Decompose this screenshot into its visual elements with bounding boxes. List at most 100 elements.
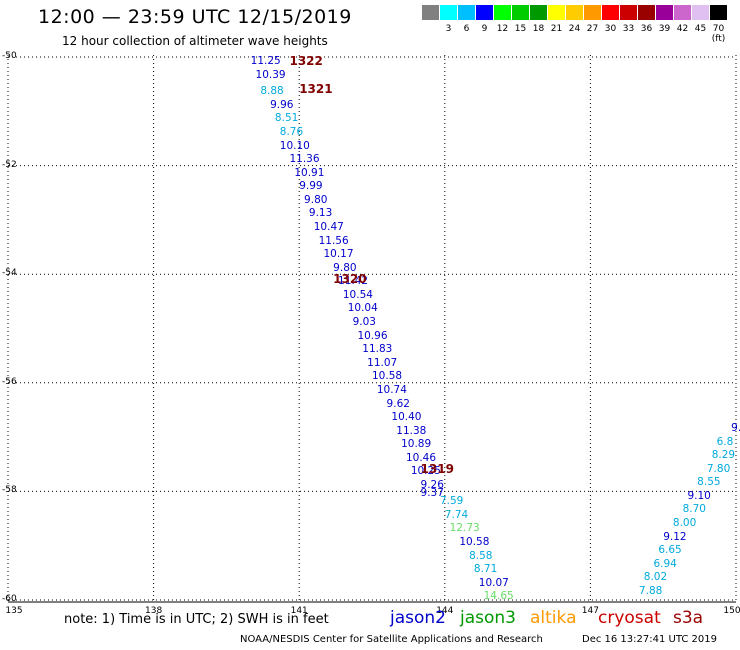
wave-height-value: 9.03 [352,316,376,329]
longitude-label: 144 [436,606,454,616]
wave-height-value: 9.80 [304,193,328,206]
scale-label: 39 [658,24,671,34]
scale-swatch [638,5,655,20]
wave-height-value: 8.76 [279,126,304,139]
longitude-label: 138 [145,606,163,616]
latitude-label: -54 [2,268,17,279]
wave-height-value: 11.56 [318,234,349,247]
wave-height-value: 14.65 [483,590,514,603]
wave-height-value: 8.71 [473,563,498,576]
scale-label: 42 [676,24,689,34]
wave-height-value: 9.37 [420,487,444,500]
wave-height-value: 9.13 [308,207,333,220]
latitude-label: -60 [2,594,17,604]
wave-height-value: 6.8 [716,435,734,448]
wave-height-value: 8.29 [711,449,736,462]
wave-height-value: 10.46 [405,451,437,464]
latitude-label: -50 [2,51,17,61]
scale-swatch [512,5,529,20]
wave-height-value: 10.91 [294,166,325,179]
scale-swatch [710,5,727,20]
wave-height-value: 10.10 [279,139,310,152]
wave-height-value: 8.88 [260,85,284,98]
scale-swatch [548,5,565,20]
wave-height-value: 9.12 [663,530,687,543]
legend-item-s3a: s3a [673,608,704,628]
wave-height-value: 11.25 [250,55,281,68]
scale-label: 24 [568,24,581,34]
wave-height-value: 7.88 [638,584,663,597]
wave-height-value: 11.42 [338,275,369,288]
wave-height-value: 10.74 [376,383,407,396]
scale-swatch [422,5,439,20]
scale-swatch [692,5,709,20]
scale-label: 18 [532,24,545,34]
wave-height-value: 10.04 [347,302,378,315]
scale-label: 12 [496,24,509,34]
wave-height-value: 10.25 [410,465,441,478]
map-subtitle: 12 hour collection of altimeter wave hei… [62,34,328,48]
wave-height-value: 10.47 [313,221,344,234]
scale-label: 27 [586,24,599,34]
wave-height-value: 8.55 [697,476,721,489]
scale-label: 15 [514,24,527,34]
scale-swatch [656,5,673,20]
wave-height-value: 8.00 [672,516,697,529]
scale-swatch [476,5,493,20]
wave-height-value: 8.70 [682,503,706,516]
map-title: 12:00 — 23:59 UTC 12/15/2019 [38,6,352,28]
scale-swatch [458,5,475,20]
wave-height-value: 10.58 [372,370,403,383]
wave-height-value: 6.94 [653,557,677,570]
scale-label: 33 [622,24,635,34]
wave-height-value: 8.58 [469,549,493,562]
scale-label: 30 [604,24,617,34]
credit-text: NOAA/NESDIS Center for Satellite Applica… [240,634,543,645]
timestamp: Dec 16 13:27:41 UTC 2019 [582,634,717,645]
wave-height-value: 7.74 [444,508,469,521]
scale-swatch [440,5,457,20]
wave-height-value: 9.26 [420,478,444,491]
wave-height-value: 11.36 [289,153,320,166]
wave-height-value: 9.62 [386,397,410,410]
wave-height-value: 6.65 [658,544,682,557]
scale-label: 3 [445,24,452,34]
scale-label: 6 [463,24,470,34]
pass-number-label: 1320 [333,271,367,286]
wave-height-value: 10.17 [323,248,354,261]
longitude-label: 150 [723,606,740,616]
note-text: note: 1) Time is in UTC; 2) SWH is in fe… [64,612,329,627]
wave-height-value: 10.89 [401,438,432,451]
legend-item-cryosat: cryosat [598,608,661,628]
wave-height-value: 8.51 [274,112,299,125]
scale-swatch [620,5,637,20]
pass-number-label: 1322 [289,54,323,69]
pass-number-label: 1321 [299,81,333,96]
wave-height-value: 9. [731,421,740,434]
wave-height-value: 11.83 [362,343,393,356]
scale-label: 21 [550,24,563,34]
wave-height-value: 9.96 [270,98,294,111]
legend-item-altika: altika [530,608,577,628]
wave-height-value: 9.80 [333,261,357,274]
wave-height-value: 12.73 [449,522,480,535]
wave-height-value: 8.02 [643,571,668,584]
scale-swatch [566,5,583,20]
wave-height-value: 7.59 [439,495,464,508]
wave-height-value: 10.07 [478,576,509,589]
longitude-label: 135 [5,606,23,616]
scale-label: 70 (ft) [711,24,726,44]
wave-height-value: 10.96 [357,329,388,342]
wave-height-value: 11.38 [396,424,427,437]
scale-swatch [584,5,601,20]
longitude-label: 147 [581,606,599,616]
scale-label: 36 [640,24,653,34]
pass-number-label: 1319 [420,461,454,476]
scale-label: 9 [481,24,488,34]
scale-swatch [494,5,511,20]
wave-height-value: 9.10 [687,489,711,502]
wave-height-value: 7.80 [706,462,731,475]
latitude-label: -56 [2,376,17,387]
wave-height-value: 10.58 [459,535,490,548]
wave-height-value: 11.07 [367,356,398,369]
